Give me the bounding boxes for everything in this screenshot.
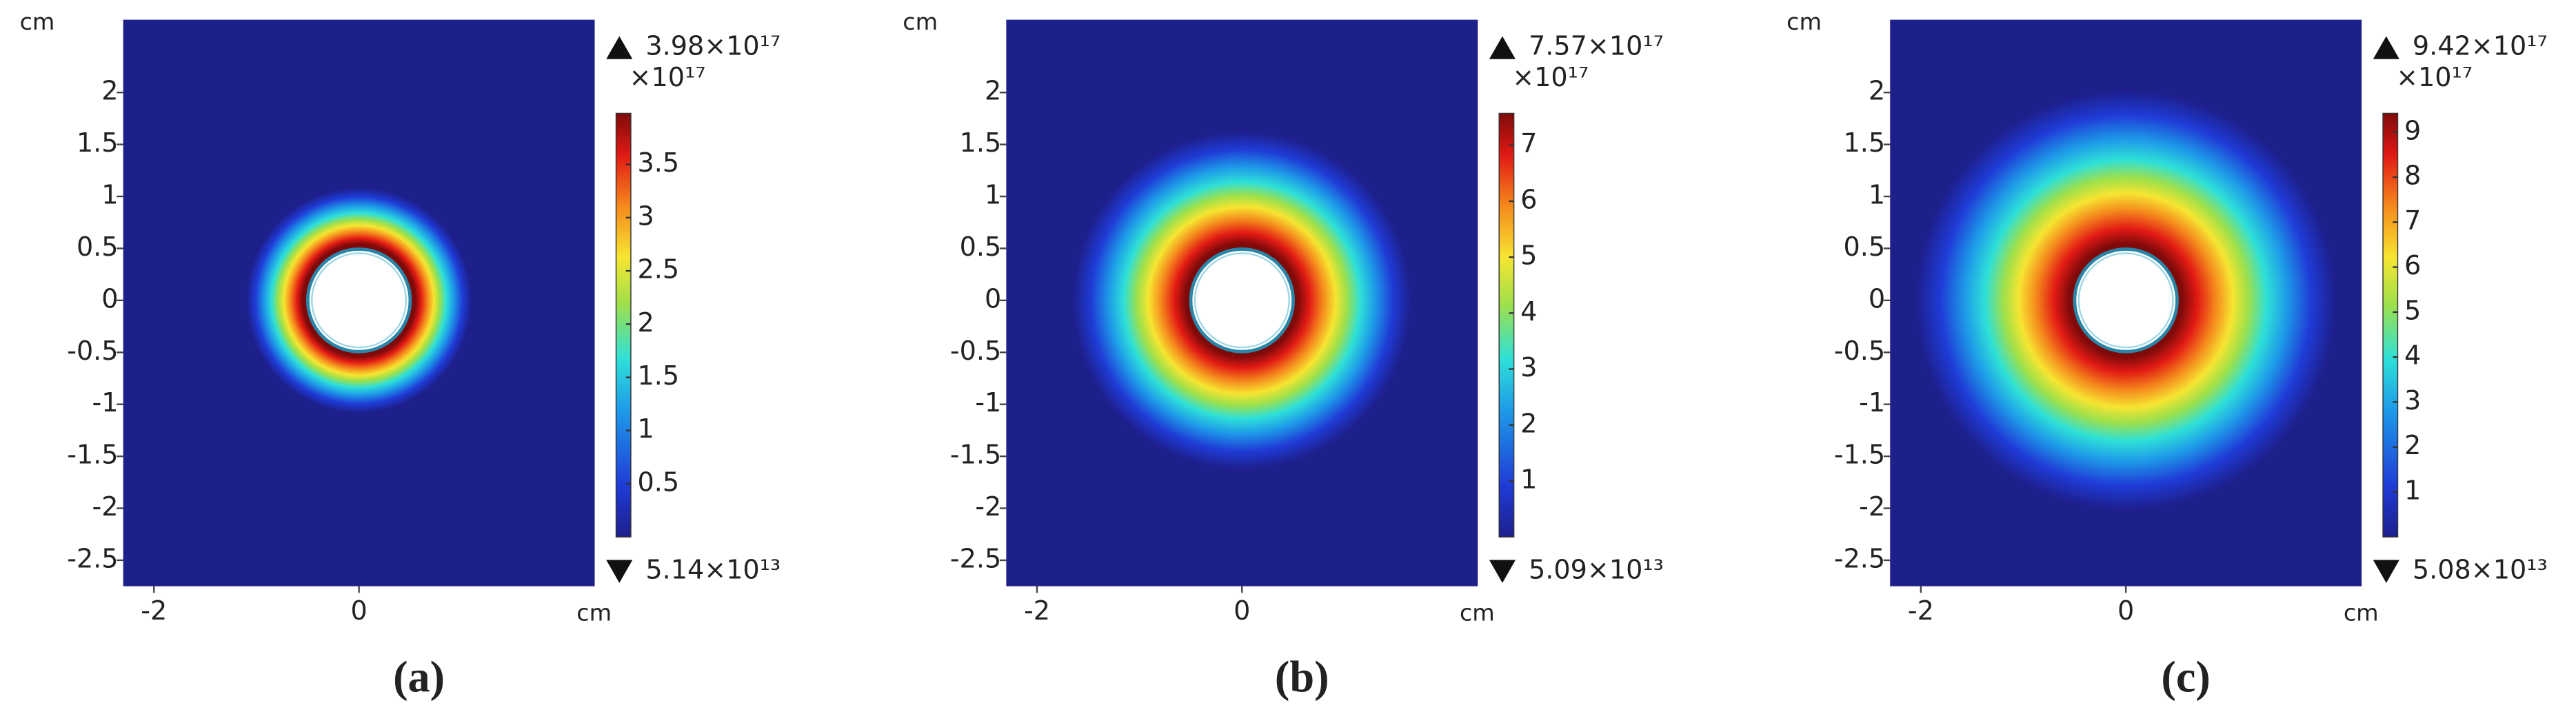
y-tick-label: 1.5 xyxy=(1843,127,1885,158)
y-tick-label: -0.5 xyxy=(1834,336,1885,366)
panel: -2 0 2 1.5 1 0.5 0 -0.5 -1 -1.5 -2 -2.5 cm cm 7 6 5 4 3 2 1 7… xyxy=(903,8,1664,702)
y-tick-label: -2.5 xyxy=(1834,543,1885,573)
y-tick-label: -0.5 xyxy=(67,336,118,366)
y-tick-label: 1 xyxy=(1869,180,1885,210)
colorbar-tick-label: 4 xyxy=(2404,340,2421,371)
max-marker xyxy=(2373,36,2399,59)
colorbar-tick-label: 2 xyxy=(1520,408,1537,438)
panel: -2 0 2 1.5 1 0.5 0 -0.5 -1 -1.5 -2 -2.5 cm cm 3.5 3 2.5 2… xyxy=(20,8,781,702)
min-label: 5.14×10¹³ xyxy=(645,555,781,585)
hole xyxy=(1189,247,1295,354)
panel-label: (a) xyxy=(393,653,445,702)
min-label: 5.08×10¹³ xyxy=(2413,555,2548,585)
colorbar-tick-label: 1.5 xyxy=(637,360,679,391)
y-tick-label: 1 xyxy=(101,180,118,210)
y-tick-label: -1 xyxy=(1859,387,1885,418)
y-tick-label: -1.5 xyxy=(1834,440,1885,470)
y-tick-label: -1.5 xyxy=(950,440,1001,470)
x-unit: cm xyxy=(576,600,612,626)
y-tick-label: -2 xyxy=(975,491,1001,522)
colorbar-scale: ×10¹⁷ xyxy=(2396,62,2473,92)
min-label: 5.09×10¹³ xyxy=(1529,555,1664,585)
y-tick-label: 1 xyxy=(985,180,1001,210)
y-tick-label: -1.5 xyxy=(67,440,118,470)
colorbar-tick-label: 1 xyxy=(1520,464,1537,494)
colorbar-tick-label: 4 xyxy=(1520,296,1537,327)
y-tick-label: 2 xyxy=(985,76,1001,106)
colorbar-tick-label: 5 xyxy=(1520,241,1537,271)
y-tick-label: 0.5 xyxy=(77,232,119,262)
x-tick-label: -2 xyxy=(1024,595,1050,626)
y-tick-label: 0.5 xyxy=(960,232,1002,262)
colorbar-tick-label: 0.5 xyxy=(637,467,679,497)
colorbar-scale: ×10¹⁷ xyxy=(630,62,706,92)
colorbar-tick-label: 6 xyxy=(1520,184,1537,214)
max-label: 3.98×10¹⁷ xyxy=(645,31,781,61)
y-tick-label: -2.5 xyxy=(67,543,118,573)
colorbar-tick-label: 7 xyxy=(1520,128,1537,159)
colorbar xyxy=(1498,112,1515,538)
y-unit: cm xyxy=(20,8,55,35)
panel-label: (c) xyxy=(2161,653,2210,702)
panel-label: (b) xyxy=(1275,653,1329,702)
panel: -2 0 2 1.5 1 0.5 0 -0.5 -1 -1.5 -2 -2.5 cm cm 9 8 7 6 5 4 3 2… xyxy=(1787,8,2548,702)
min-marker xyxy=(1489,560,1516,583)
max-marker xyxy=(606,36,633,59)
min-marker xyxy=(2373,560,2399,583)
y-tick-label: 0 xyxy=(985,283,1001,314)
colorbar-tick-label: 7 xyxy=(2404,205,2421,236)
colorbar-tick-label: 3 xyxy=(1520,352,1537,382)
max-label: 7.57×10¹⁷ xyxy=(1529,31,1664,61)
y-tick-label: -2 xyxy=(92,491,119,522)
hole xyxy=(2073,247,2179,354)
y-tick-label: -1 xyxy=(975,387,1001,418)
colorbar-tick-label: 2 xyxy=(637,307,654,338)
colorbar-scale: ×10¹⁷ xyxy=(1512,62,1589,92)
colorbar xyxy=(2382,112,2399,538)
min-marker xyxy=(606,560,633,583)
hole-ring xyxy=(311,252,407,349)
x-unit: cm xyxy=(1460,600,1495,626)
y-tick-label: 0 xyxy=(1869,283,1885,314)
colorbar xyxy=(615,112,632,538)
y-tick-label: 0 xyxy=(101,283,118,314)
colorbar-tick-label: 2 xyxy=(2404,430,2421,460)
max-label: 9.42×10¹⁷ xyxy=(2413,31,2548,61)
x-tick-label: 0 xyxy=(2117,595,2134,626)
colorbar-tick-label: 1 xyxy=(2404,475,2421,505)
x-tick-label: 0 xyxy=(1234,595,1250,626)
colorbar-tick-label: 8 xyxy=(2404,161,2421,191)
y-unit: cm xyxy=(1787,8,1822,35)
colorbar-tick-label: 2.5 xyxy=(637,254,679,285)
hole-ring xyxy=(2077,252,2174,349)
x-tick-label: 0 xyxy=(350,595,367,626)
y-tick-label: 2 xyxy=(101,76,118,106)
y-tick-label: -2 xyxy=(1859,491,1885,522)
y-tick-label: 2 xyxy=(1869,76,1885,106)
y-tick-label: 1.5 xyxy=(960,127,1002,158)
colorbar-tick-label: 3.5 xyxy=(637,147,679,178)
hole-ring xyxy=(1194,252,1290,349)
colorbar-tick-label: 5 xyxy=(2404,295,2421,325)
colorbar-tick-label: 3 xyxy=(2404,385,2421,416)
y-tick-label: 1.5 xyxy=(77,127,119,158)
max-marker xyxy=(1489,36,1516,59)
x-unit: cm xyxy=(2344,600,2379,626)
colorbar-tick-label: 3 xyxy=(637,201,654,231)
colorbar-tick-label: 1 xyxy=(637,413,654,444)
y-tick-label: -0.5 xyxy=(950,336,1001,366)
x-tick-label: -2 xyxy=(1908,595,1934,626)
x-tick-label: -2 xyxy=(141,595,167,626)
y-tick-label: 0.5 xyxy=(1843,232,1885,262)
hole xyxy=(305,247,412,354)
colorbar-tick-label: 9 xyxy=(2404,115,2421,145)
y-tick-label: -2.5 xyxy=(950,543,1001,573)
y-unit: cm xyxy=(903,8,938,35)
colorbar-tick-label: 6 xyxy=(2404,250,2421,280)
y-tick-label: -1 xyxy=(92,387,119,418)
